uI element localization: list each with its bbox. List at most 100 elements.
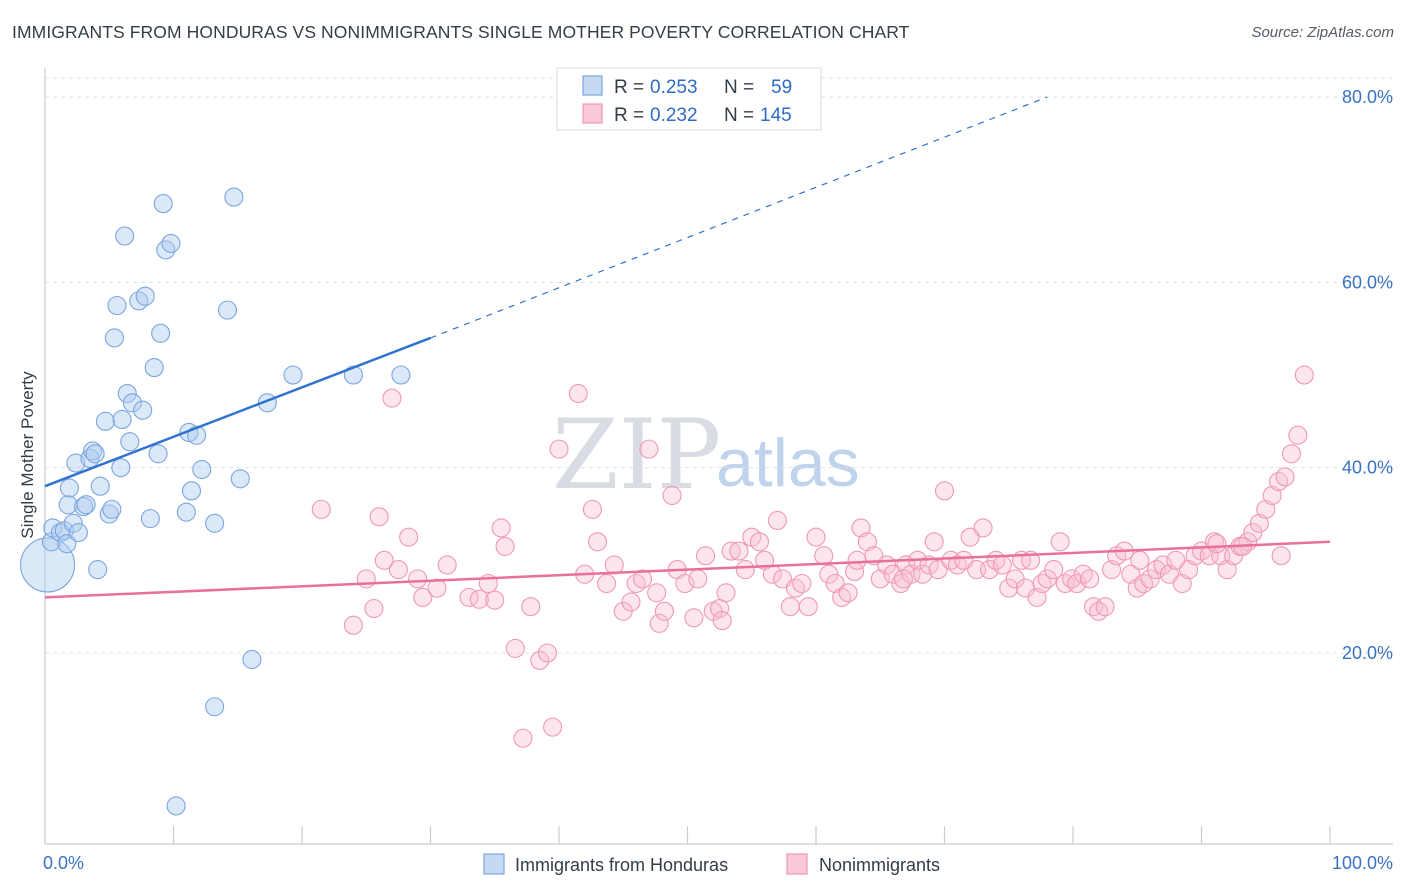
data-point (1140, 569, 1160, 589)
data-point (621, 592, 641, 612)
data-point (537, 643, 557, 663)
data-point (76, 495, 96, 515)
data-point (104, 328, 124, 348)
data-point (596, 573, 617, 594)
watermark-atlas: atlas (716, 425, 860, 501)
data-point (960, 527, 980, 547)
data-point (1037, 569, 1057, 589)
data-point (1050, 532, 1070, 552)
data-point (549, 439, 569, 459)
series-immigrants-from-honduras (20, 187, 411, 816)
legend-swatch-blue (582, 75, 603, 96)
data-point (469, 589, 489, 609)
data-point (59, 478, 79, 498)
data-point (148, 444, 168, 464)
y-tick-label: 20.0% (1342, 643, 1393, 663)
data-point (979, 560, 1000, 580)
data-point (954, 550, 974, 570)
data-point (928, 560, 948, 580)
watermark-zip: ZIP (552, 399, 721, 511)
data-point (806, 527, 826, 547)
data-point (391, 365, 411, 385)
data-point (311, 499, 331, 519)
trend-line-honduras (44, 336, 431, 488)
y-tick-label: 60.0% (1342, 272, 1393, 292)
trend-line-nonimmigrants (44, 540, 1331, 599)
data-point (85, 444, 105, 464)
y-tick-label: 80.0% (1342, 87, 1393, 107)
data-point (1217, 560, 1237, 580)
data-point (153, 194, 173, 214)
data-point (992, 555, 1012, 575)
data-point (851, 518, 871, 538)
data-point (68, 522, 88, 543)
bottom-legend: Immigrants from Honduras Nonimmigrants (483, 853, 940, 875)
bottom-legend-swatch-blue (483, 853, 505, 875)
data-point (838, 583, 858, 603)
bottom-legend-label-2: Nonimmigrants (819, 855, 940, 875)
data-point (205, 513, 225, 533)
data-point (144, 358, 164, 378)
data-point (716, 583, 736, 603)
legend-n-value-1: 59 (771, 77, 792, 98)
watermark: ZIP atlas (552, 399, 860, 511)
data-point (151, 323, 171, 343)
data-point (437, 555, 457, 575)
legend-n-label-2: N = (724, 105, 754, 126)
data-point (870, 569, 890, 589)
data-point (1130, 550, 1150, 570)
legend-swatch-pink (582, 103, 603, 124)
data-point (521, 597, 541, 617)
data-point (133, 400, 153, 420)
data-point (343, 615, 363, 635)
data-point (408, 569, 428, 589)
data-point (1095, 597, 1115, 617)
data-point (122, 393, 142, 413)
data-point (161, 233, 181, 253)
data-point (649, 613, 669, 633)
axes (44, 68, 1393, 845)
data-point (1121, 564, 1141, 584)
trend-line-honduras-extension (430, 96, 1048, 339)
data-point (88, 560, 108, 580)
x-tick-label: 100.0% (1332, 853, 1393, 873)
data-point (568, 383, 588, 404)
data-point (688, 569, 708, 589)
data-point (587, 532, 608, 552)
data-point (1243, 522, 1263, 543)
y-tick-label: 40.0% (1342, 458, 1393, 478)
data-point (798, 597, 818, 617)
data-point (1080, 569, 1100, 589)
data-point (847, 550, 867, 570)
data-point (283, 365, 303, 385)
data-point (712, 611, 732, 631)
legend-r-value-1: 0.253 (650, 77, 698, 98)
data-point (924, 532, 944, 552)
data-point (1166, 550, 1186, 570)
data-point (82, 441, 103, 461)
series-nonimmigrants (311, 365, 1314, 748)
data-point (140, 509, 160, 529)
data-point (1275, 467, 1295, 487)
data-point (135, 286, 155, 306)
data-point (1207, 534, 1227, 554)
legend-r-label-1: R = (614, 77, 644, 98)
data-point (205, 697, 225, 717)
data-point (66, 453, 86, 473)
data-point (814, 546, 834, 566)
data-point (1044, 560, 1064, 580)
legend-n-label-1: N = (724, 77, 754, 98)
data-point (495, 536, 515, 556)
chart-title: IMMIGRANTS FROM HONDURAS VS NONIMMIGRANT… (12, 22, 910, 42)
data-point (767, 510, 788, 531)
data-point (413, 587, 433, 607)
data-point (729, 541, 749, 561)
legend: R = 0.253 N = 59 R = 0.232 N = 145 (556, 67, 822, 131)
data-point (825, 573, 845, 594)
data-point (1172, 573, 1192, 594)
data-point (1249, 513, 1269, 533)
data-point (20, 537, 76, 593)
data-point (1067, 573, 1087, 594)
data-point (773, 569, 793, 589)
